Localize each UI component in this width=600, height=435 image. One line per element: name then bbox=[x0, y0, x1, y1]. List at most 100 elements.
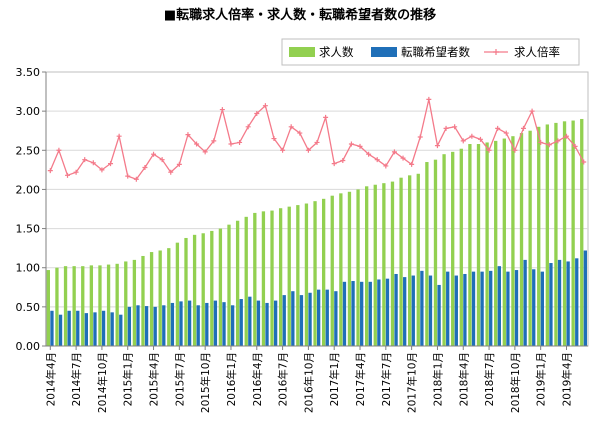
bar-job-openings bbox=[261, 211, 266, 346]
legend-label: 転職希望者数 bbox=[401, 45, 470, 59]
bar-job-openings bbox=[132, 259, 137, 346]
bar-job-seekers bbox=[317, 289, 321, 346]
bar-job-openings bbox=[562, 121, 567, 346]
bar-job-openings bbox=[55, 267, 59, 346]
ratio-point bbox=[340, 157, 346, 163]
ratio-point bbox=[159, 157, 165, 163]
x-tick-label: 2018年4月 bbox=[457, 352, 470, 406]
legend-swatch bbox=[289, 47, 315, 57]
bar-job-openings bbox=[365, 186, 369, 346]
ratio-point bbox=[512, 147, 518, 153]
x-tick-label: 2018年10月 bbox=[509, 352, 522, 413]
ratio-point bbox=[391, 149, 397, 155]
bar-job-seekers bbox=[93, 312, 97, 346]
bar-job-seekers bbox=[532, 269, 536, 346]
bar-job-seekers bbox=[557, 259, 562, 346]
bar-job-seekers bbox=[454, 275, 458, 346]
x-tick-label: 2017年4月 bbox=[354, 352, 367, 406]
x-tick-label: 2017年10月 bbox=[406, 352, 419, 413]
x-tick-label: 2016年4月 bbox=[251, 352, 264, 406]
bar-job-openings bbox=[63, 266, 68, 346]
bar-job-openings bbox=[330, 195, 334, 346]
bar-job-seekers bbox=[273, 300, 278, 346]
bar-job-seekers bbox=[205, 302, 209, 346]
ratio-point bbox=[469, 133, 475, 139]
x-axis: 2014年4月 2014年7月 2014年10月 2015年1月 2015年4月 2015… bbox=[44, 345, 588, 413]
bar-job-openings bbox=[201, 233, 205, 346]
bar-job-seekers bbox=[84, 313, 89, 346]
ratio-point bbox=[572, 143, 578, 149]
bar-job-openings bbox=[545, 124, 549, 346]
ratio-point bbox=[254, 110, 260, 116]
x-tick-label: 2014年10月 bbox=[96, 352, 109, 413]
x-tick-label: 2014年7月 bbox=[70, 352, 83, 406]
ratio-point bbox=[211, 138, 217, 144]
bar-job-seekers bbox=[368, 281, 372, 346]
x-tick-label: 2016年10月 bbox=[302, 352, 315, 413]
x-tick-label: 2018年7月 bbox=[483, 352, 496, 406]
bar-job-openings bbox=[304, 203, 309, 346]
ratio-point bbox=[460, 138, 466, 144]
ratio-point bbox=[477, 136, 483, 142]
ratio-point bbox=[168, 169, 174, 175]
ratio-point bbox=[520, 125, 526, 131]
ratio-point bbox=[417, 134, 423, 140]
x-tick-label: 2015年4月 bbox=[148, 352, 161, 406]
bar-job-seekers bbox=[222, 302, 226, 346]
bar-job-openings bbox=[339, 193, 343, 346]
line-layer bbox=[47, 96, 587, 182]
bar-job-seekers bbox=[334, 291, 338, 346]
y-tick-label: 1.00 bbox=[16, 262, 41, 275]
bar-job-seekers bbox=[230, 305, 235, 346]
bar-job-seekers bbox=[196, 305, 200, 346]
bar-job-openings bbox=[158, 250, 162, 346]
x-tick-label: 2017年7月 bbox=[380, 352, 393, 406]
bar-job-seekers bbox=[420, 270, 424, 346]
bar-job-openings bbox=[485, 142, 489, 346]
bar-job-seekers bbox=[523, 259, 527, 346]
ratio-point bbox=[116, 133, 122, 139]
bar-job-seekers bbox=[549, 263, 553, 346]
bar-job-openings bbox=[571, 120, 575, 346]
x-tick-label: 2015年7月 bbox=[173, 352, 186, 406]
bar-job-openings bbox=[537, 126, 541, 346]
ratio-point bbox=[443, 125, 449, 131]
x-tick-label: 2014年4月 bbox=[44, 352, 57, 406]
bar-job-seekers bbox=[428, 275, 433, 346]
x-tick-label: 2017年1月 bbox=[328, 352, 341, 406]
bar-job-openings bbox=[167, 248, 171, 346]
bar-job-openings bbox=[244, 216, 248, 346]
bar-job-openings bbox=[46, 270, 50, 346]
ratio-point bbox=[90, 160, 96, 166]
ratio-point bbox=[486, 147, 492, 153]
ratio-point bbox=[288, 124, 294, 130]
ratio-point bbox=[348, 141, 354, 147]
bar-job-seekers bbox=[76, 310, 80, 346]
ratio-point bbox=[271, 136, 277, 142]
bar-job-seekers bbox=[179, 301, 183, 346]
bar-job-openings bbox=[106, 264, 111, 346]
ratio-point bbox=[151, 151, 157, 157]
ratio-point bbox=[366, 151, 372, 157]
bar-job-seekers bbox=[497, 266, 501, 346]
ratio-point bbox=[262, 103, 268, 109]
bar-job-openings bbox=[184, 237, 188, 346]
bar-job-seekers bbox=[144, 306, 149, 346]
ratio-point bbox=[194, 141, 200, 147]
bar-job-seekers bbox=[291, 291, 295, 346]
legend-box bbox=[281, 38, 580, 66]
bar-job-openings bbox=[416, 173, 420, 346]
ratio-point bbox=[108, 161, 114, 167]
ratio-point bbox=[65, 172, 71, 178]
bar-job-seekers bbox=[110, 312, 114, 346]
ratio-point bbox=[176, 161, 182, 167]
bar-job-openings bbox=[494, 140, 498, 346]
bar-job-seekers bbox=[213, 300, 218, 346]
bar-job-openings bbox=[141, 255, 145, 346]
bar-job-seekers bbox=[471, 271, 476, 346]
x-tick-label: 2016年1月 bbox=[225, 352, 238, 406]
ratio-point bbox=[280, 147, 286, 153]
y-axis: 0.00 0.50 1.00 1.50 2.00 2.50 3.00 3.50 bbox=[16, 66, 47, 353]
ratio-point bbox=[323, 114, 329, 120]
ratio-point bbox=[228, 141, 234, 147]
